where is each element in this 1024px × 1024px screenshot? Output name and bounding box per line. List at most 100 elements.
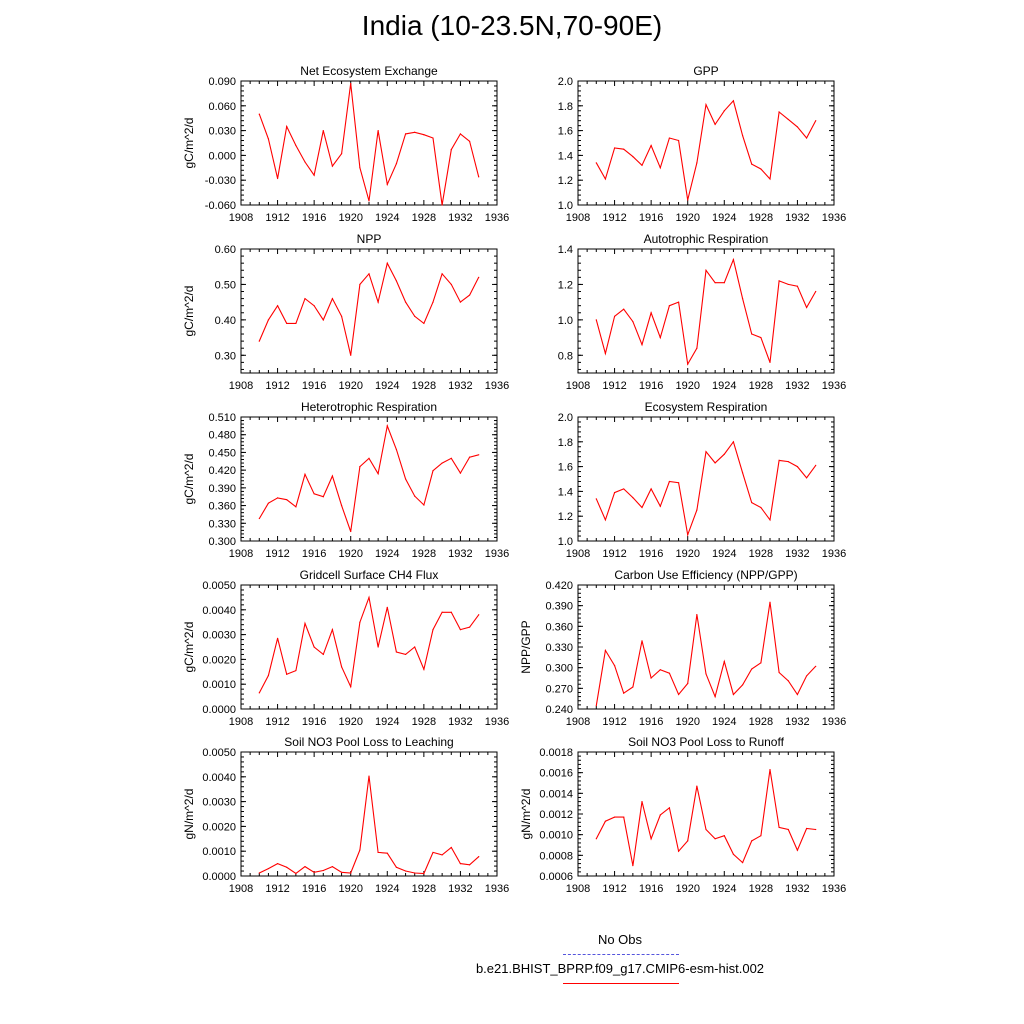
x-tick-label: 1924 [712, 548, 736, 560]
series-line [595, 440, 817, 537]
data-point [705, 828, 707, 831]
data-point [441, 611, 443, 613]
chart-panel-4: Autotrophic Respiration 1908 1912 1916 1920 1… [558, 232, 847, 392]
data-point [377, 851, 379, 854]
x-tick-label: 1912 [265, 380, 289, 392]
data-point [769, 768, 771, 771]
data-point [760, 168, 762, 170]
y-tick-label: 1.8 [558, 437, 573, 449]
y-tick-label: 0.300 [208, 536, 236, 548]
data-point [368, 273, 370, 275]
data-point [404, 478, 407, 480]
series-line [595, 602, 817, 706]
data-point [377, 301, 379, 303]
data-point [595, 838, 597, 840]
x-tick-label: 1932 [785, 883, 809, 895]
data-point [805, 137, 808, 139]
data-point [276, 177, 279, 180]
data-point [687, 199, 689, 201]
plot-frame [577, 584, 835, 710]
data-point [650, 144, 652, 147]
plot-frame [240, 248, 498, 374]
data-point [650, 488, 652, 490]
data-point [359, 167, 361, 169]
data-point [705, 673, 707, 675]
y-tick-label: 1.4 [558, 244, 573, 256]
data-point [286, 673, 288, 675]
x-tick-label: 1908 [566, 212, 590, 224]
panel-title: GPP [693, 64, 718, 78]
data-point [778, 280, 780, 282]
y-axis-label: gN/m^2/d [182, 789, 196, 840]
data-point [295, 669, 297, 672]
y-tick-label: 0.330 [545, 642, 573, 654]
data-point [632, 865, 634, 867]
data-point [595, 498, 597, 500]
x-tick-label: 1920 [675, 548, 699, 560]
x-tick-label: 1928 [412, 548, 436, 560]
data-point [350, 686, 352, 688]
panel-title: Heterotrophic Respiration [301, 400, 437, 414]
data-point [604, 178, 607, 180]
data-point [677, 301, 680, 303]
data-point [276, 863, 279, 865]
data-point [604, 519, 607, 521]
data-point [613, 315, 616, 317]
data-point [787, 828, 789, 831]
data-point [677, 482, 680, 484]
y-tick-label: 0.0016 [539, 768, 573, 780]
data-point [432, 470, 434, 472]
x-tick-label: 1932 [785, 380, 809, 392]
y-tick-label: 0.510 [208, 412, 236, 424]
data-point [714, 838, 716, 840]
x-tick-label: 1924 [712, 883, 736, 895]
panel-title: Ecosystem Respiration [645, 400, 768, 414]
data-point [659, 505, 661, 507]
data-point [423, 872, 425, 875]
data-point [286, 866, 288, 868]
data-point [650, 677, 652, 679]
y-tick-label: 1.4 [558, 150, 573, 162]
data-point [414, 315, 416, 317]
data-point [395, 651, 398, 653]
y-tick-label: 1.2 [558, 279, 573, 291]
data-point [267, 138, 270, 140]
x-tick-label: 1916 [302, 212, 326, 224]
x-tick-label: 1908 [566, 883, 590, 895]
data-point [778, 671, 780, 674]
x-tick-label: 1936 [485, 716, 509, 728]
x-tick-label: 1932 [448, 380, 472, 392]
x-tick-label: 1936 [822, 380, 846, 392]
data-point [751, 163, 753, 165]
data-point [432, 629, 434, 631]
data-point [751, 501, 753, 504]
data-point [751, 840, 753, 842]
data-point [286, 322, 288, 324]
data-point [340, 871, 343, 873]
plot-frame [577, 416, 835, 542]
data-point [723, 660, 725, 663]
y-tick-label: 1.2 [558, 511, 573, 523]
data-point [459, 629, 462, 631]
y-tick-label: 1.2 [558, 175, 573, 187]
data-point [359, 621, 361, 623]
data-point [696, 162, 698, 164]
data-point [796, 849, 799, 851]
series-line [258, 261, 480, 356]
y-tick-label: 0.420 [208, 465, 236, 477]
data-point [595, 319, 597, 321]
data-point [705, 103, 707, 106]
data-point [450, 149, 452, 151]
data-point [650, 312, 652, 314]
x-tick-label: 1928 [749, 716, 773, 728]
data-point [276, 305, 279, 307]
y-tick-label: 0.360 [208, 501, 236, 513]
data-point [659, 814, 661, 816]
y-tick-label: 0.000 [208, 150, 236, 162]
y-axis-label: gC/m^2/d [182, 286, 196, 337]
data-point [313, 646, 315, 648]
x-tick-label: 1920 [338, 716, 362, 728]
y-tick-label: 0.0018 [539, 747, 573, 759]
x-tick-label: 1916 [302, 883, 326, 895]
x-tick-label: 1936 [485, 883, 509, 895]
